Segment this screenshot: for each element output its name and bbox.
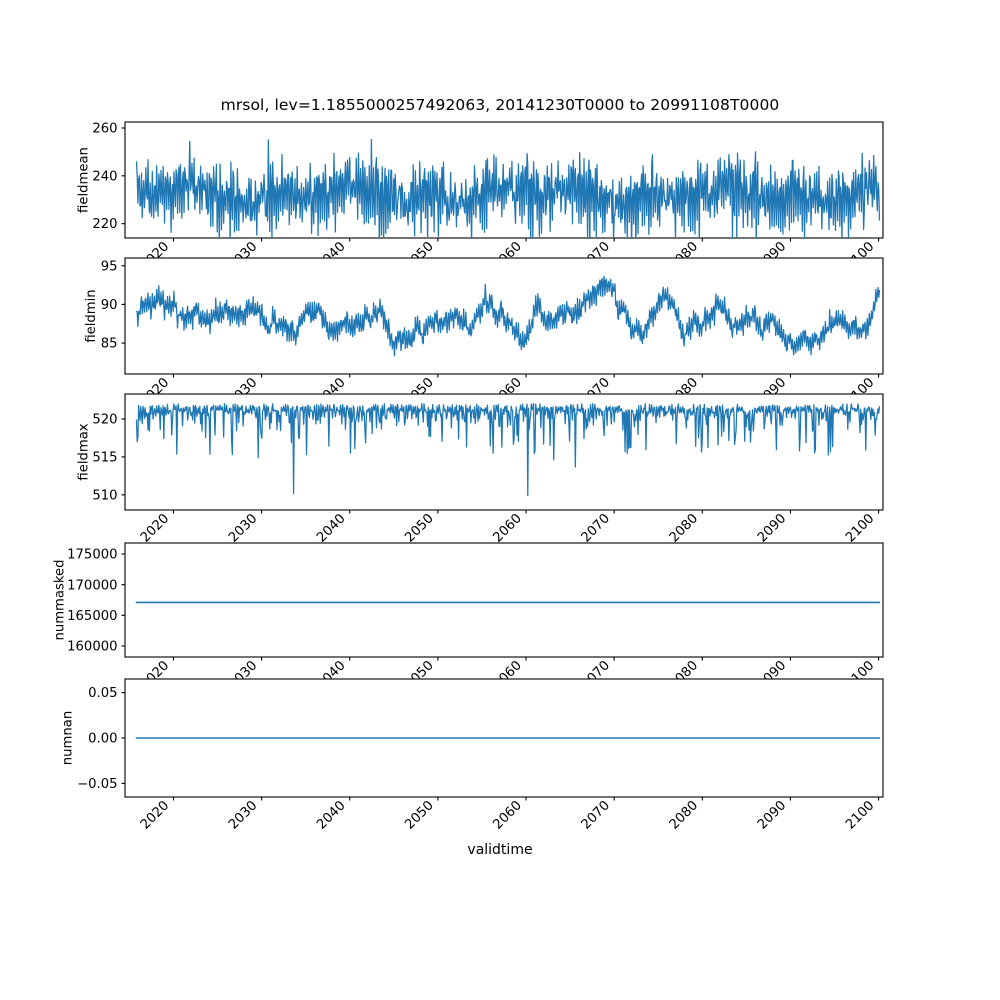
x-ticklabel-numnan-0: 2020 bbox=[138, 798, 172, 832]
y-ticklabel-nummasked-3: 175000 bbox=[67, 548, 117, 563]
y-ticklabel-fieldmin-0: 85 bbox=[101, 337, 118, 352]
y-ticklabel-fieldmin-1: 90 bbox=[101, 298, 118, 313]
y-ticklabel-nummasked-2: 170000 bbox=[67, 578, 117, 593]
y-ticklabel-numnan-0: −0.05 bbox=[77, 777, 117, 792]
x-axis-label: validtime bbox=[467, 842, 533, 858]
x-ticklabel-numnan-7: 2090 bbox=[755, 798, 789, 832]
data-line-fieldmin bbox=[135, 275, 881, 357]
y-ticklabel-nummasked-1: 165000 bbox=[67, 609, 117, 624]
y-axis-label-fieldmean: fieldmean bbox=[76, 147, 91, 213]
y-ticklabel-nummasked-0: 160000 bbox=[67, 640, 117, 655]
data-line-fieldmax bbox=[135, 402, 881, 497]
x-ticklabel-numnan-4: 2060 bbox=[491, 798, 525, 832]
y-ticklabel-numnan-1: 0.00 bbox=[88, 732, 117, 747]
y-ticklabel-numnan-2: 0.05 bbox=[88, 686, 117, 701]
x-ticklabel-numnan-2: 2040 bbox=[314, 798, 348, 832]
data-line-fieldmean bbox=[135, 138, 881, 238]
x-ticklabel-numnan-8: 2100 bbox=[843, 798, 877, 832]
y-ticklabel-fieldmax-1: 515 bbox=[92, 451, 117, 466]
y-axis-label-numnan: numnan bbox=[61, 711, 76, 765]
y-ticklabel-fieldmean-1: 240 bbox=[92, 169, 117, 184]
x-ticklabel-fieldmax-3: 2050 bbox=[402, 511, 436, 545]
x-ticklabel-numnan-1: 2030 bbox=[226, 798, 260, 832]
x-ticklabel-fieldmax-0: 2020 bbox=[138, 511, 172, 545]
x-ticklabel-fieldmax-7: 2090 bbox=[755, 511, 789, 545]
y-ticklabel-fieldmax-2: 520 bbox=[92, 413, 117, 428]
x-ticklabel-fieldmax-5: 2070 bbox=[579, 511, 613, 545]
figure-title: mrsol, lev=1.1855000257492063, 20141230T… bbox=[220, 96, 780, 114]
x-ticklabel-fieldmax-4: 2060 bbox=[491, 511, 525, 545]
subplot-numnan: −0.05 0.00 0.05 numnan 2020 2030 2040 2050 2060 2… bbox=[61, 678, 884, 833]
axes-frame-nummasked bbox=[124, 542, 884, 658]
y-axis-label-fieldmax: fieldmax bbox=[76, 423, 91, 480]
y-ticklabel-fieldmin-2: 95 bbox=[101, 259, 118, 274]
x-ticklabel-fieldmax-2: 2040 bbox=[314, 511, 348, 545]
x-ticklabel-fieldmax-1: 2030 bbox=[226, 511, 260, 545]
y-ticklabel-fieldmean-0: 220 bbox=[92, 217, 117, 232]
y-axis-label-fieldmin: fieldmin bbox=[84, 289, 99, 342]
x-ticklabel-numnan-6: 2080 bbox=[667, 798, 701, 832]
x-ticklabel-fieldmax-8: 2100 bbox=[843, 511, 877, 545]
y-ticklabel-fieldmean-2: 260 bbox=[92, 122, 117, 137]
x-ticklabel-numnan-3: 2050 bbox=[402, 798, 436, 832]
y-ticklabel-fieldmax-0: 510 bbox=[92, 488, 117, 503]
x-ticklabel-fieldmax-6: 2080 bbox=[667, 511, 701, 545]
x-ticklabel-numnan-5: 2070 bbox=[579, 798, 613, 832]
y-axis-label-nummasked: nummasked bbox=[53, 559, 68, 640]
